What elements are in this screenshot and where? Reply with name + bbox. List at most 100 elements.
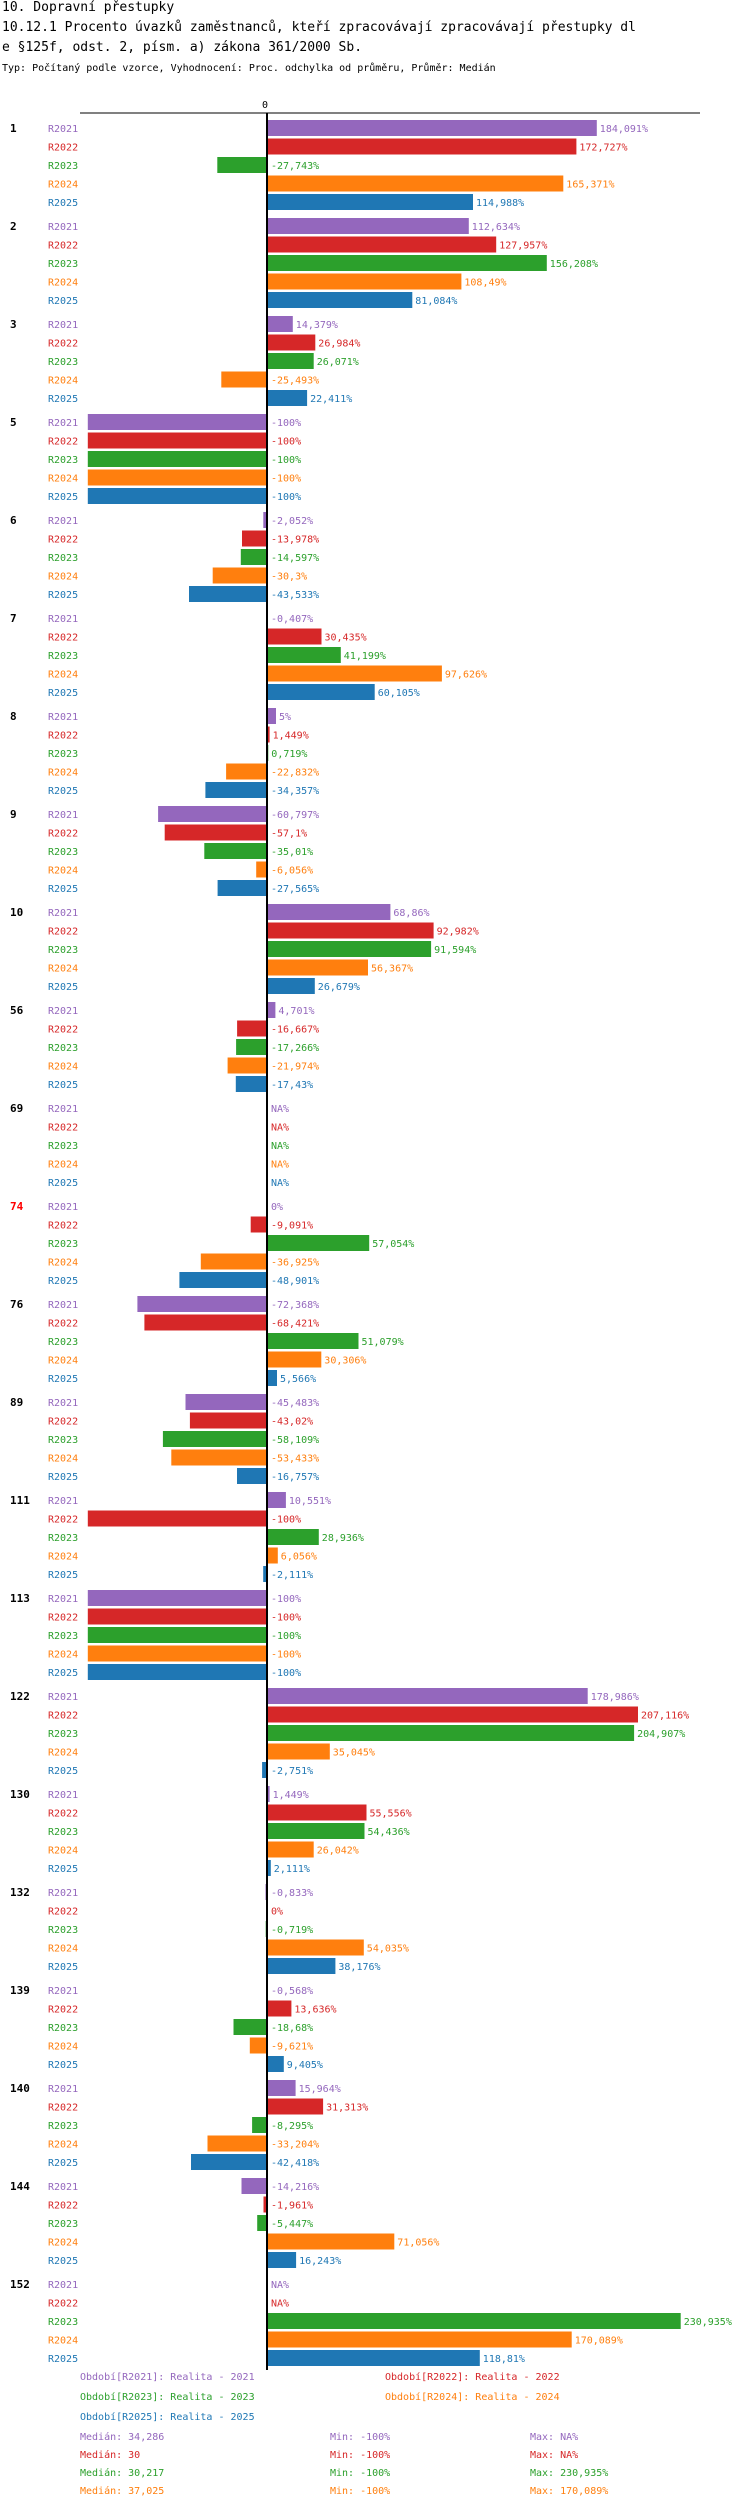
data-label-152-r2021: NA%: [271, 2280, 289, 2291]
series-label-r2023: R2023: [48, 1533, 78, 1544]
data-label-1-r2023: -27,743%: [271, 161, 319, 172]
data-label-6-r2021: -2,052%: [271, 516, 313, 527]
bar-74-r2025: [179, 1272, 267, 1288]
bar-6-r2025: [189, 586, 267, 602]
bar-9-r2023: [204, 843, 267, 859]
data-label-76-r2022: -68,421%: [271, 1319, 319, 1330]
data-label-7-r2021: -0,407%: [271, 614, 313, 625]
series-label-r2022: R2022: [48, 731, 78, 742]
max-r2023: Max: 230,935%: [530, 2468, 608, 2479]
data-label-3-r2024: -25,493%: [271, 376, 319, 387]
bar-2-r2024: [267, 273, 462, 290]
bar-10-r2022: [267, 922, 434, 939]
series-label-r2023: R2023: [48, 161, 78, 172]
bar-144-r2025: [267, 2252, 297, 2268]
data-label-5-r2025: -100%: [271, 492, 301, 503]
bar-1-r2024: [267, 175, 564, 192]
bar-6-r2021: [263, 512, 267, 528]
group-label-122: 122: [10, 1690, 30, 1703]
bar-8-r2025: [205, 782, 267, 798]
series-label-r2021: R2021: [48, 1300, 78, 1311]
bar-56-r2025: [235, 1076, 267, 1092]
series-label-r2021: R2021: [48, 614, 78, 625]
data-label-140-r2023: -8,295%: [271, 2121, 313, 2132]
group-label-1: 1: [10, 122, 17, 135]
series-label-r2024: R2024: [48, 1748, 78, 1759]
data-label-130-r2023: 54,436%: [368, 1827, 410, 1838]
bar-3-r2021: [267, 316, 293, 332]
group-label-56: 56: [10, 1004, 24, 1017]
series-label-r2021: R2021: [48, 418, 78, 429]
bar-111-r2021: [267, 1492, 286, 1508]
bar-10-r2025: [267, 978, 315, 994]
bar-3-r2024: [221, 371, 267, 388]
group-label-144: 144: [10, 2180, 30, 2193]
series-label-r2021: R2021: [48, 1692, 78, 1703]
series-label-r2024: R2024: [48, 1356, 78, 1367]
series-label-r2024: R2024: [48, 1650, 78, 1661]
series-label-r2024: R2024: [48, 1846, 78, 1857]
data-label-8-r2021: 5%: [279, 712, 291, 723]
bar-76-r2021: [137, 1296, 267, 1312]
bar-144-r2023: [257, 2215, 267, 2231]
data-label-10-r2024: 56,367%: [371, 964, 413, 975]
data-label-69-r2024: NA%: [271, 1160, 289, 1171]
data-label-2-r2024: 108,49%: [464, 278, 506, 289]
series-label-r2022: R2022: [48, 1711, 78, 1722]
bar-5-r2022: [87, 432, 267, 449]
bar-144-r2022: [263, 2196, 267, 2213]
data-label-76-r2023: 51,079%: [362, 1337, 404, 1348]
series-label-r2024: R2024: [48, 1454, 78, 1465]
series-label-r2022: R2022: [48, 1515, 78, 1526]
bar-111-r2023: [267, 1529, 319, 1545]
data-label-76-r2025: 5,566%: [280, 1374, 316, 1385]
bar-139-r2024: [249, 2037, 267, 2054]
series-label-r2022: R2022: [48, 2201, 78, 2212]
bar-130-r2021: [267, 1786, 270, 1802]
series-label-r2021: R2021: [48, 222, 78, 233]
min-r2024: Min: -100%: [330, 2486, 390, 2497]
data-label-89-r2022: -43,02%: [271, 1417, 313, 1428]
data-label-139-r2022: 13,636%: [294, 2005, 336, 2016]
bar-56-r2024: [227, 1057, 267, 1074]
series-label-r2021: R2021: [48, 810, 78, 821]
series-label-r2022: R2022: [48, 1613, 78, 1624]
series-label-r2022: R2022: [48, 927, 78, 938]
data-label-69-r2021: NA%: [271, 1104, 289, 1115]
data-label-140-r2022: 31,313%: [326, 2103, 368, 2114]
bar-140-r2021: [267, 2080, 296, 2096]
data-label-69-r2025: NA%: [271, 1178, 289, 1189]
bar-7-r2025: [267, 684, 375, 700]
data-label-144-r2021: -14,216%: [271, 2182, 319, 2193]
bar-76-r2022: [144, 1314, 267, 1331]
series-label-r2022: R2022: [48, 633, 78, 644]
data-label-122-r2021: 178,986%: [591, 1692, 639, 1703]
data-label-74-r2023: 57,054%: [372, 1239, 414, 1250]
bar-56-r2021: [267, 1002, 276, 1018]
data-label-140-r2021: 15,964%: [299, 2084, 341, 2095]
data-label-56-r2022: -16,667%: [271, 1025, 319, 1036]
data-label-139-r2023: -18,68%: [271, 2023, 313, 2034]
max-r2022: Max: NA%: [530, 2450, 578, 2461]
data-label-3-r2021: 14,379%: [296, 320, 338, 331]
series-label-r2025: R2025: [48, 1374, 78, 1385]
series-label-r2023: R2023: [48, 1827, 78, 1838]
series-label-r2025: R2025: [48, 688, 78, 699]
bar-76-r2025: [267, 1370, 277, 1386]
bar-5-r2021: [87, 414, 267, 430]
data-label-7-r2022: 30,435%: [325, 633, 367, 644]
series-label-r2022: R2022: [48, 1221, 78, 1232]
series-label-r2024: R2024: [48, 1160, 78, 1171]
data-label-122-r2025: -2,751%: [271, 1766, 313, 1777]
series-label-r2021: R2021: [48, 1790, 78, 1801]
bar-8-r2021: [267, 708, 276, 724]
data-label-130-r2021: 1,449%: [273, 1790, 309, 1801]
data-label-144-r2025: 16,243%: [299, 2256, 341, 2267]
bar-113-r2023: [87, 1627, 267, 1643]
bar-130-r2022: [267, 1804, 367, 1821]
series-label-r2024: R2024: [48, 1062, 78, 1073]
data-label-74-r2022: -9,091%: [271, 1221, 313, 1232]
bar-9-r2024: [256, 861, 267, 878]
series-label-r2022: R2022: [48, 829, 78, 840]
bar-113-r2025: [87, 1664, 267, 1680]
